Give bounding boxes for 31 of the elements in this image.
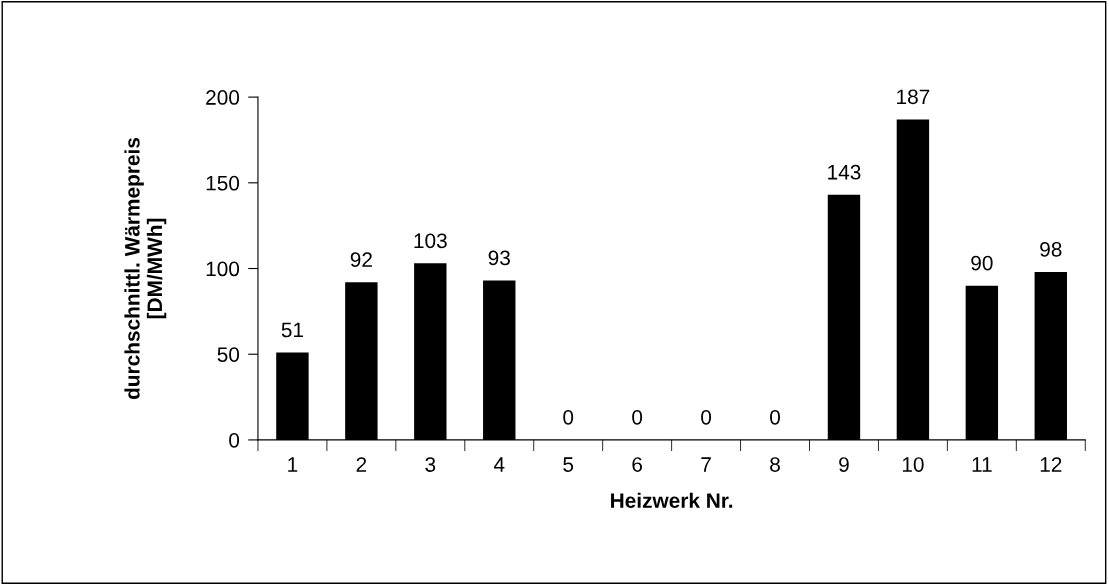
data-label: 0 bbox=[701, 409, 712, 425]
x-tick-label: 1 bbox=[288, 457, 298, 472]
data-label: 92 bbox=[350, 252, 372, 267]
x-tick-label: 10 bbox=[902, 457, 924, 472]
data-label: 143 bbox=[828, 164, 861, 180]
x-tick-label: 2 bbox=[356, 457, 367, 472]
x-tick-label: 7 bbox=[701, 457, 711, 472]
data-label: 0 bbox=[770, 409, 780, 425]
x-axis-title: Heizwerk Nr. bbox=[611, 492, 733, 508]
x-tick-label: 8 bbox=[770, 457, 780, 472]
data-label: 93 bbox=[488, 250, 510, 266]
y-axis-title: durchschnittl. Wärmepreis [DM/MWh] bbox=[124, 137, 167, 400]
x-tick-label: 12 bbox=[1040, 457, 1062, 472]
y-tick-label: 50 bbox=[217, 347, 240, 362]
y-tick-label: 100 bbox=[206, 261, 240, 277]
data-label: 90 bbox=[971, 255, 993, 271]
x-tick-label: 3 bbox=[425, 457, 436, 472]
data-label: 0 bbox=[563, 409, 574, 425]
y-tick-label: 0 bbox=[229, 432, 240, 448]
data-label: 103 bbox=[414, 233, 447, 249]
x-tick-label: 5 bbox=[563, 457, 574, 472]
x-tick-label: 9 bbox=[839, 457, 849, 472]
x-tick-label: 11 bbox=[972, 457, 992, 472]
y-tick-label: 150 bbox=[206, 175, 240, 191]
data-label: 187 bbox=[897, 89, 930, 105]
data-label: 0 bbox=[632, 409, 643, 425]
y-tick-label: 200 bbox=[206, 90, 240, 105]
x-tick-label: 6 bbox=[632, 457, 643, 472]
data-label: 51 bbox=[281, 322, 303, 338]
x-tick-label: 4 bbox=[493, 457, 505, 472]
data-label: 98 bbox=[1040, 241, 1062, 257]
